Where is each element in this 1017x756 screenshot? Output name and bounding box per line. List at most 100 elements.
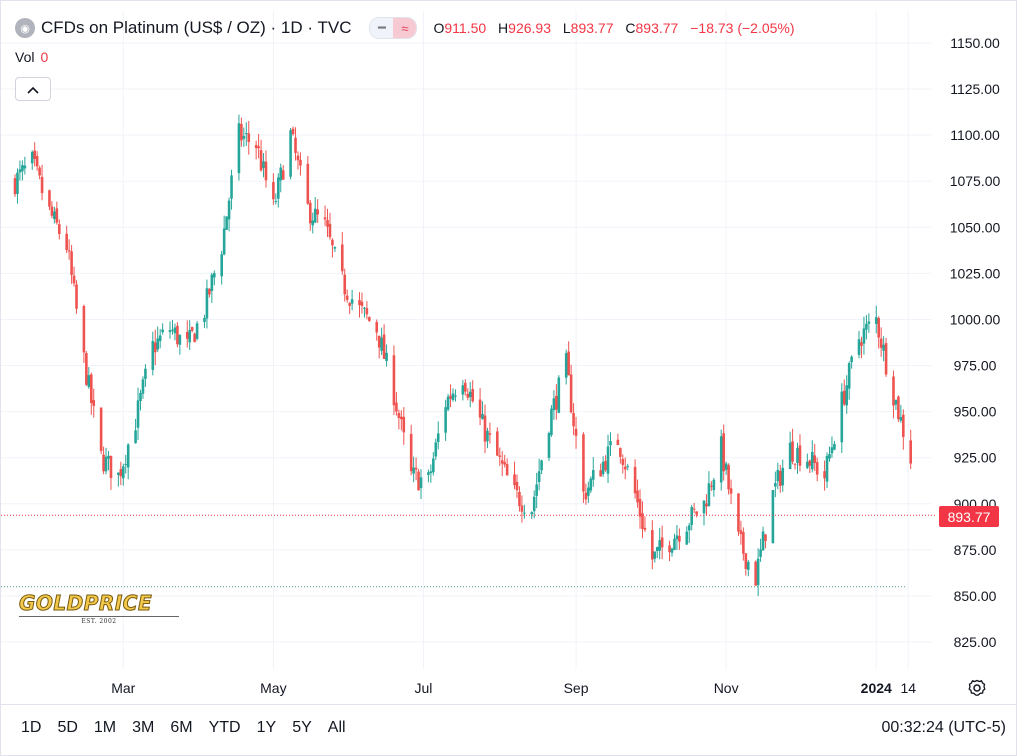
chart-pane[interactable]: 1150.00 1125.00 1100.00 1075.00 1050.00 1025.… [1, 1, 1017, 701]
candle [451, 388, 455, 402]
range-button-1d[interactable]: 1D [21, 719, 42, 736]
candle [436, 421, 440, 450]
candle [606, 434, 610, 484]
candle [220, 250, 223, 285]
candle [299, 152, 302, 176]
range-button-1y[interactable]: 1Y [256, 719, 277, 736]
candle [75, 280, 78, 314]
candle [572, 403, 575, 436]
ohlc-values: O911.50 H926.93 L893.77 C893.77 −18.73 (… [433, 20, 794, 36]
candle [185, 320, 189, 348]
collapse-legend-button[interactable] [15, 77, 51, 101]
candle [109, 455, 113, 490]
candle [626, 463, 630, 471]
candle [247, 120, 251, 155]
range-button-5d[interactable]: 5D [57, 719, 78, 736]
candle [897, 395, 900, 423]
candle [902, 409, 905, 450]
legend-controls: ━ ≈ [369, 17, 418, 39]
price-axis[interactable]: 1150.00 1125.00 1100.00 1075.00 1050.00 1025.… [950, 35, 1001, 650]
candle [685, 526, 689, 546]
range-button-5y[interactable]: 5Y [292, 719, 312, 736]
legend: ◉ CFDs on Platinum (US$ / OZ) · 1D · TVC… [15, 17, 795, 39]
candle [409, 424, 413, 476]
candle [754, 560, 757, 586]
candle [358, 292, 361, 318]
candle [791, 428, 794, 465]
candle [555, 384, 558, 420]
candle [240, 117, 243, 147]
candle [710, 481, 713, 491]
range-button-all[interactable]: All [327, 719, 346, 736]
candle [257, 133, 260, 159]
candle [119, 461, 123, 486]
candle [161, 323, 164, 335]
candle [673, 533, 676, 551]
candle [385, 344, 388, 367]
range-button-ytd[interactable]: YTD [208, 719, 241, 736]
wave-icon[interactable]: ≈ [393, 18, 417, 38]
candle [601, 456, 605, 477]
candle [500, 451, 504, 477]
range-button-6m[interactable]: 6M [170, 719, 193, 736]
candle [57, 219, 61, 240]
range-button-3m[interactable]: 3M [132, 719, 155, 736]
candle [136, 387, 140, 441]
candle [705, 494, 708, 516]
candle [530, 511, 534, 519]
time-axis[interactable]: Mar May Jul Sep Nov 2024 14 [111, 680, 916, 696]
candle [30, 150, 34, 170]
clock-timezone[interactable]: 00:32:24 (UTC-5) [881, 719, 1007, 736]
candle [867, 313, 871, 333]
candle [830, 436, 834, 458]
candle [82, 304, 86, 363]
candle [806, 453, 809, 470]
candle [168, 321, 172, 339]
candle [815, 457, 819, 482]
candle [623, 457, 627, 480]
candle [402, 407, 406, 445]
candle [23, 156, 27, 175]
minus-icon[interactable]: ━ [370, 18, 394, 38]
candle [279, 163, 283, 193]
candle [70, 244, 73, 284]
candle [291, 126, 295, 136]
gear-icon[interactable] [967, 678, 987, 698]
candle [850, 355, 853, 369]
candle [397, 409, 401, 430]
price-tick-label: 850.00 [954, 588, 997, 604]
candle [619, 447, 622, 464]
range-button-1m[interactable]: 1M [93, 719, 117, 736]
candle [692, 502, 696, 514]
candle [333, 246, 337, 252]
range-selector: 1D 5D 1M 3M 6M YTD 1Y 5Y All [13, 719, 354, 737]
candle [466, 388, 470, 401]
candle [535, 472, 538, 509]
candle [874, 305, 878, 334]
candle [117, 472, 120, 487]
candle [537, 458, 541, 491]
price-tick-label: 875.00 [954, 542, 997, 558]
candle [884, 337, 888, 377]
candlestick-chart[interactable]: 1150.00 1125.00 1100.00 1075.00 1050.00 1025.… [1, 1, 1017, 701]
candle [503, 454, 506, 468]
candle [840, 383, 844, 454]
candle [392, 345, 396, 415]
candle [860, 336, 863, 359]
candle [289, 127, 292, 180]
watermark-sub: EST. 2002 [19, 616, 179, 625]
symbol-title[interactable]: CFDs on Platinum (US$ / OZ) · 1D · TVC [41, 18, 352, 37]
candle [653, 551, 657, 563]
price-tick-label: 1100.00 [950, 127, 1000, 143]
candle [670, 547, 674, 557]
candle [712, 477, 716, 497]
volume-legend: Vol 0 [15, 49, 48, 65]
candle [564, 349, 568, 385]
candle [412, 456, 415, 483]
candle [449, 384, 452, 408]
time-tick-label: Nov [714, 680, 739, 696]
candle [488, 422, 492, 444]
candle [793, 463, 797, 470]
price-tick-label: 925.00 [954, 450, 997, 466]
candle [892, 370, 895, 419]
